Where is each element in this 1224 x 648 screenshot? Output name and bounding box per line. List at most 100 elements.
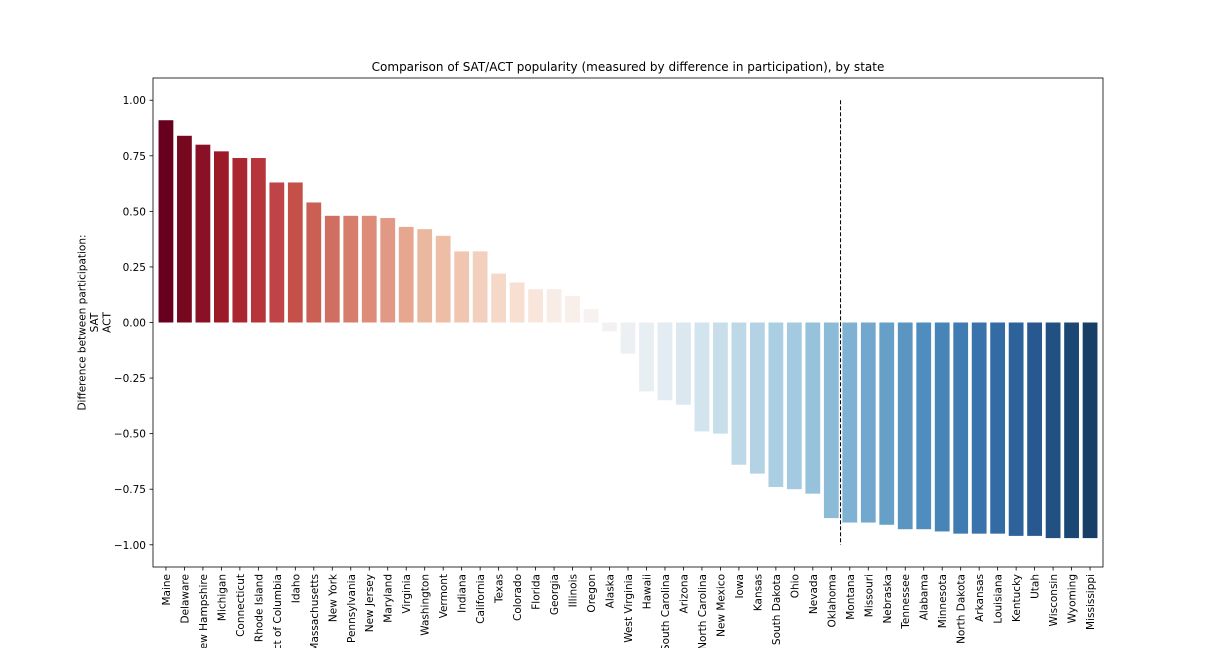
x-tick-label: Utah <box>1030 574 1042 599</box>
x-tick-label: Hawaii <box>641 574 653 609</box>
bar <box>916 322 932 530</box>
x-tick-label: Colorado <box>512 574 524 621</box>
plot-frame <box>152 77 1104 568</box>
bar <box>1045 322 1061 539</box>
y-tick-label: −0.50 <box>114 429 146 441</box>
bar <box>657 322 673 401</box>
bar <box>158 120 174 323</box>
bar <box>250 158 266 323</box>
bar <box>842 322 858 523</box>
y-tick-label: 0.50 <box>123 206 146 218</box>
bar <box>768 322 784 487</box>
bar <box>565 295 580 323</box>
x-tick-label: Idaho <box>290 574 302 603</box>
bar <box>177 135 192 323</box>
x-tick-label: Tennessee <box>900 574 912 630</box>
bar <box>361 215 377 323</box>
y-tick-label: 0.75 <box>123 151 146 163</box>
x-tick-label: New Jersey <box>364 574 376 632</box>
x-tick-label: New Mexico <box>715 574 727 637</box>
x-tick-label: Mississippi <box>1085 574 1097 630</box>
x-tick-label: Virginia <box>401 574 413 614</box>
bar <box>287 182 303 323</box>
x-tick-label: Texas <box>494 574 506 604</box>
x-tick-label: Delaware <box>179 574 191 623</box>
bar <box>324 215 340 323</box>
bar <box>583 309 599 323</box>
x-tick-label: New Hampshire <box>198 574 210 648</box>
x-tick-label: Oklahoma <box>826 574 838 627</box>
x-tick-label: Alabama <box>919 574 931 620</box>
bar <box>269 182 285 323</box>
y-axis-label-line: Difference between participation: <box>77 234 89 410</box>
y-axis-label-line: ACT <box>102 312 114 333</box>
bar <box>749 322 765 474</box>
bar <box>343 215 359 323</box>
bar <box>546 289 562 323</box>
y-tick-label: 0.25 <box>123 262 146 274</box>
bar <box>232 158 248 323</box>
x-tick-label: North Carolina <box>697 574 709 648</box>
bar <box>454 251 470 323</box>
x-tick-label: Arizona <box>678 574 690 613</box>
x-tick-label: Minnesota <box>937 574 949 628</box>
bar <box>620 322 636 354</box>
bar <box>805 322 821 494</box>
x-tick-label: Nevada <box>808 574 820 614</box>
y-tick-label: 0.00 <box>123 318 146 330</box>
x-tick-label: Kansas <box>752 574 764 611</box>
y-tick-label: 1.00 <box>123 95 146 107</box>
bar <box>713 322 728 434</box>
x-tick-label: Arkansas <box>974 574 986 622</box>
bar <box>971 322 987 534</box>
bar <box>528 289 543 323</box>
x-tick-label: South Dakota <box>771 574 783 645</box>
bar <box>990 322 1006 534</box>
y-axis-label-text: Difference between participation:SATACT <box>77 234 114 410</box>
x-tick-label: Montana <box>845 574 857 620</box>
bar <box>380 218 396 323</box>
bar <box>879 322 895 525</box>
bar <box>213 151 229 323</box>
x-tick-label: West Virginia <box>623 574 635 643</box>
bar <box>897 322 913 530</box>
x-tick-label: Nebraska <box>882 574 894 624</box>
x-tick-label: Oregon <box>586 574 598 613</box>
bar <box>1064 322 1079 539</box>
bar <box>398 226 414 323</box>
x-tick-label: Louisiana <box>993 574 1005 624</box>
y-axis-label-line: SAT <box>89 312 101 332</box>
chart-title: Comparison of SAT/ACT popularity (measur… <box>372 60 885 74</box>
bar <box>731 322 747 465</box>
bar <box>417 229 433 323</box>
y-tick-label: −1.00 <box>114 540 146 552</box>
y-axis: 1.00 0.75 0.50 0.25 0.00 −0.25 −0.50 −0.75 −1.00 <box>114 95 153 552</box>
bar <box>823 322 839 519</box>
bar <box>306 202 322 323</box>
x-tick-label: Maryland <box>383 574 395 623</box>
x-tick-label: Illinois <box>568 574 580 607</box>
bar <box>472 251 488 323</box>
x-tick-label: New York <box>327 573 339 622</box>
x-tick-label: Rhode Island <box>253 574 265 642</box>
bar <box>639 322 654 392</box>
bar <box>509 282 525 323</box>
bar <box>934 322 950 532</box>
bar <box>195 144 211 323</box>
x-tick-label: Missouri <box>863 574 875 617</box>
y-axis-label: Difference between participation:SATACT <box>77 234 114 410</box>
x-tick-label: Florida <box>531 574 543 610</box>
x-tick-label: Kentucky <box>1011 574 1023 622</box>
bar <box>694 322 710 432</box>
x-tick-label: Indiana <box>457 574 469 613</box>
x-tick-label: Wyoming <box>1067 574 1079 623</box>
bars <box>158 120 1098 539</box>
x-tick-label: Georgia <box>549 574 561 615</box>
x-tick-label: Ohio <box>789 574 801 598</box>
x-tick-label: Vermont <box>438 574 450 618</box>
y-tick-label: −0.75 <box>114 484 146 496</box>
bar <box>786 322 802 490</box>
bar <box>435 235 451 323</box>
x-tick-label: Maine <box>161 574 173 606</box>
